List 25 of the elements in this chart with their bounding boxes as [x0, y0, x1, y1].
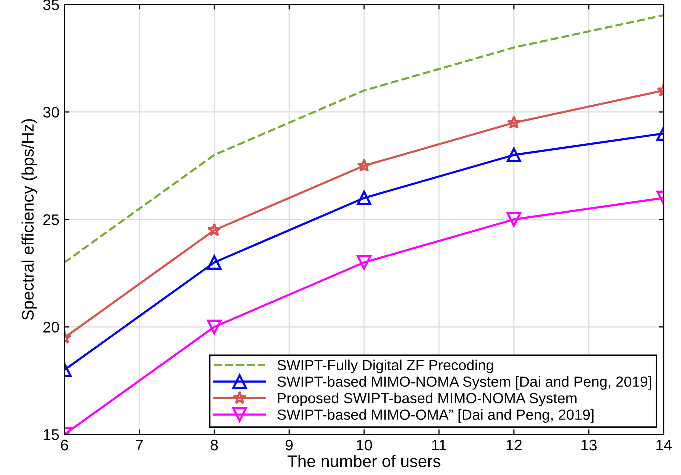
y-tick-label: 20 — [44, 322, 60, 333]
y-tick-label: 30 — [43, 107, 60, 118]
legend-label: SWIPT-based MIMO-NOMA System [Dai and Peng, 2019] — [278, 376, 652, 390]
point — [357, 255, 372, 270]
y-axis-title: Spectral efficiency (bps/Hz) — [22, 119, 38, 320]
x-tick-label: 14 — [656, 440, 672, 451]
x-tick-label: 6 — [61, 440, 68, 451]
point — [357, 158, 372, 172]
line-series — [64, 14, 664, 264]
y-tick-label: 15 — [44, 430, 60, 440]
legend-label: SWIPT-Fully Digital ZF Precoding — [278, 360, 494, 374]
point — [208, 223, 222, 237]
x-tick-label: 11 — [432, 440, 446, 451]
x-tick-label: 8 — [210, 440, 218, 451]
y-tick-label: 35 — [43, 0, 60, 10]
y-tick-label: 25 — [44, 214, 60, 226]
x-tick-label: 7 — [136, 440, 144, 451]
x-tick-label: 12 — [506, 440, 522, 451]
legend-label: SWIPT-based MIMO-OMA” [Dai and Peng, 2019] — [278, 409, 594, 423]
legend-label: Proposed SWIPT-based MIMO-NOMA System — [278, 392, 577, 406]
point — [357, 190, 372, 206]
x-tick-label: 13 — [582, 440, 597, 451]
x-tick-label: 10 — [357, 440, 372, 451]
x-axis-title: The number of users — [288, 455, 441, 468]
x-tick-label: 9 — [286, 440, 293, 451]
